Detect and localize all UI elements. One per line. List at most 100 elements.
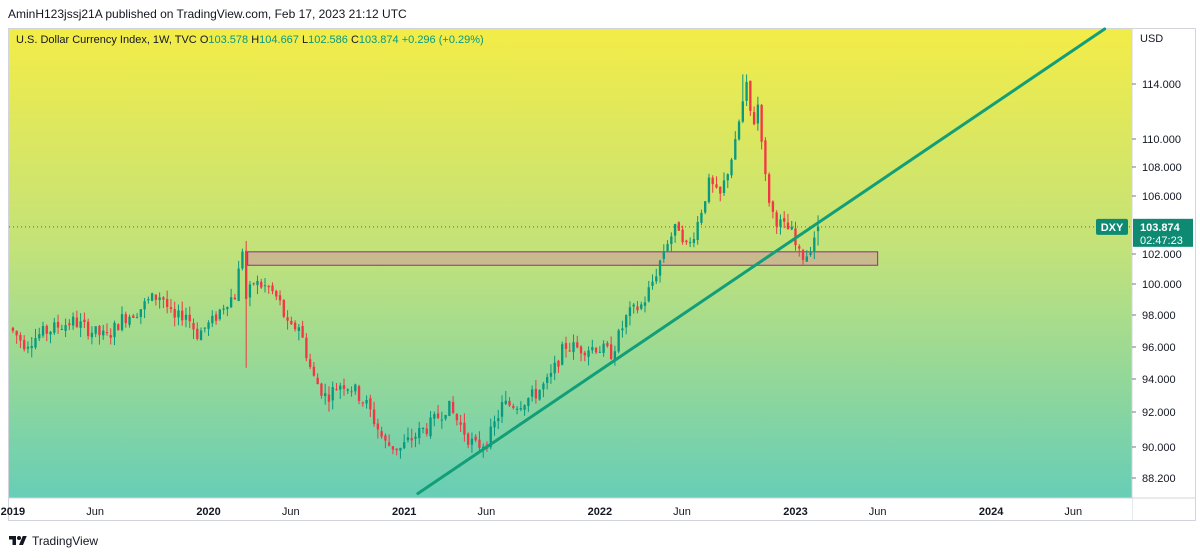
candle[interactable]: [184, 307, 188, 328]
candle[interactable]: [350, 386, 353, 397]
candle[interactable]: [429, 411, 432, 439]
candle[interactable]: [515, 406, 519, 415]
candle[interactable]: [534, 379, 538, 404]
candle[interactable]: [128, 314, 131, 328]
candle[interactable]: [636, 301, 639, 314]
candle[interactable]: [320, 382, 323, 399]
candle[interactable]: [372, 401, 376, 427]
candle[interactable]: [579, 345, 583, 362]
candle[interactable]: [448, 400, 451, 417]
candle[interactable]: [749, 80, 752, 116]
candle[interactable]: [305, 333, 308, 362]
candle[interactable]: [625, 314, 628, 335]
candle[interactable]: [316, 373, 319, 385]
candle[interactable]: [745, 74, 748, 107]
candle[interactable]: [455, 413, 459, 426]
candle[interactable]: [463, 413, 466, 442]
candle[interactable]: [71, 312, 75, 330]
candle[interactable]: [786, 213, 790, 230]
candle[interactable]: [196, 322, 199, 341]
candle[interactable]: [628, 301, 632, 326]
candle[interactable]: [177, 304, 180, 326]
candle[interactable]: [98, 325, 101, 345]
candle[interactable]: [538, 389, 541, 401]
candle[interactable]: [346, 388, 349, 395]
candle[interactable]: [199, 327, 203, 341]
candle[interactable]: [504, 390, 507, 406]
candle[interactable]: [218, 308, 222, 321]
candle[interactable]: [523, 404, 526, 416]
candle[interactable]: [816, 215, 820, 246]
candle[interactable]: [594, 346, 598, 355]
candle[interactable]: [233, 293, 237, 300]
candle[interactable]: [508, 397, 511, 407]
candle[interactable]: [53, 317, 56, 336]
candle[interactable]: [651, 274, 654, 290]
candle[interactable]: [530, 385, 534, 402]
candle[interactable]: [696, 216, 699, 245]
candle[interactable]: [632, 302, 635, 314]
candle[interactable]: [775, 210, 778, 234]
candle[interactable]: [658, 259, 662, 283]
candle[interactable]: [11, 326, 15, 334]
candle[interactable]: [726, 173, 729, 188]
candle[interactable]: [700, 209, 703, 226]
candle[interactable]: [226, 306, 229, 317]
candle[interactable]: [384, 433, 387, 449]
candle[interactable]: [621, 320, 624, 338]
candle[interactable]: [406, 427, 410, 443]
candle[interactable]: [248, 280, 252, 307]
candle[interactable]: [685, 239, 688, 245]
candle[interactable]: [444, 414, 447, 421]
candle[interactable]: [357, 384, 361, 405]
candle[interactable]: [331, 381, 334, 410]
candle[interactable]: [90, 326, 94, 345]
candle[interactable]: [583, 350, 586, 362]
candle[interactable]: [109, 328, 112, 345]
candle[interactable]: [23, 335, 26, 352]
candle[interactable]: [117, 323, 120, 331]
candle[interactable]: [222, 304, 225, 315]
candle[interactable]: [598, 346, 602, 353]
candle[interactable]: [30, 337, 33, 358]
candle[interactable]: [790, 220, 793, 231]
candle[interactable]: [147, 296, 150, 304]
candle[interactable]: [260, 278, 263, 289]
candle[interactable]: [169, 298, 173, 313]
candle[interactable]: [60, 324, 63, 331]
candle[interactable]: [256, 275, 259, 295]
candle[interactable]: [282, 299, 285, 319]
candle[interactable]: [576, 335, 579, 349]
candle[interactable]: [436, 405, 440, 420]
candle[interactable]: [466, 432, 470, 449]
candle[interactable]: [493, 415, 496, 436]
candle[interactable]: [546, 373, 549, 390]
candle[interactable]: [647, 280, 650, 303]
candle[interactable]: [335, 383, 338, 391]
candle[interactable]: [64, 318, 67, 338]
candle[interactable]: [275, 289, 278, 301]
candle[interactable]: [19, 332, 22, 349]
candle[interactable]: [339, 382, 342, 399]
price-chart[interactable]: USD 114.000 110.000 108.000 106.000 102.000 10…: [0, 0, 1200, 522]
candle[interactable]: [124, 311, 127, 328]
candle[interactable]: [395, 448, 398, 456]
candle[interactable]: [229, 288, 233, 309]
candle[interactable]: [113, 320, 116, 346]
candle[interactable]: [527, 397, 530, 412]
candle[interactable]: [271, 282, 274, 295]
candle[interactable]: [643, 296, 647, 313]
candle[interactable]: [572, 334, 575, 360]
candle[interactable]: [166, 290, 169, 314]
candle[interactable]: [56, 314, 60, 334]
candle[interactable]: [387, 434, 391, 447]
candle[interactable]: [139, 309, 143, 325]
candle[interactable]: [752, 106, 756, 126]
candle[interactable]: [293, 320, 297, 332]
candle[interactable]: [553, 355, 556, 381]
candle[interactable]: [798, 244, 801, 257]
candle[interactable]: [771, 200, 775, 219]
candle[interactable]: [591, 339, 594, 354]
candle[interactable]: [451, 395, 455, 415]
